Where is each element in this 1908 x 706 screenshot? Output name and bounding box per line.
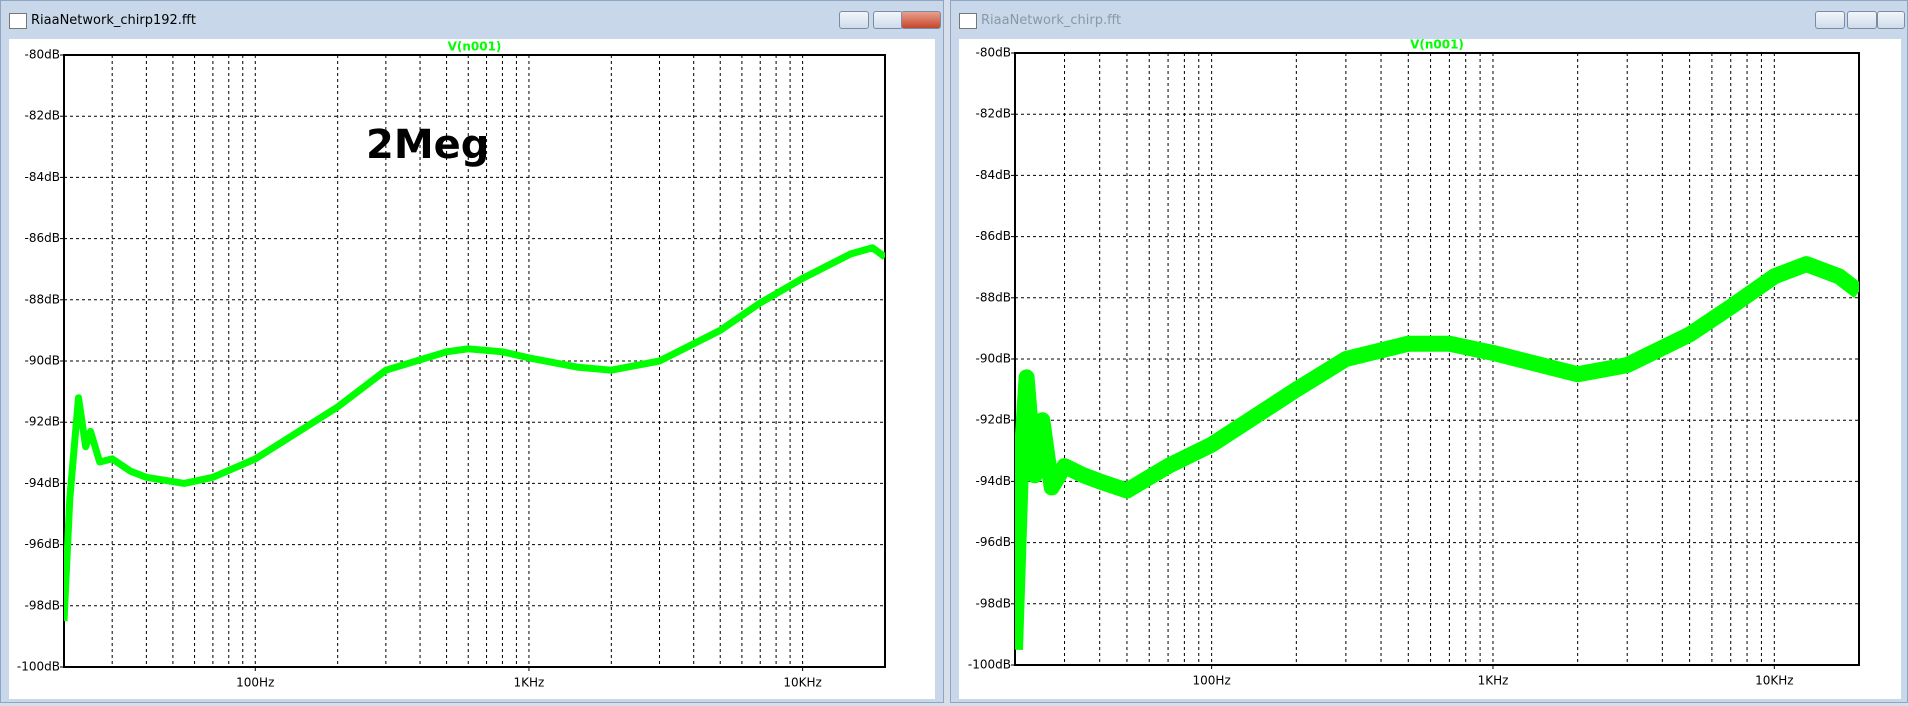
y-tick-label: -84dB [976, 168, 1011, 182]
window-icon [959, 13, 977, 29]
y-tick-label: -86dB [976, 229, 1011, 243]
window: RiaaNetwork_chirp.fft -80dB -82dB -84dB -86… [950, 0, 1908, 703]
y-tick-label: -98dB [25, 598, 60, 612]
x-tick-label: 100Hz [236, 676, 274, 690]
y-tick-label: -92dB [25, 415, 60, 429]
trace-label: V(n001) [1410, 39, 1464, 52]
close-button[interactable] [901, 11, 941, 29]
x-tick-label: 10KHz [1755, 674, 1793, 688]
close-button[interactable] [1877, 11, 1905, 29]
annotation: 2Meg [366, 122, 489, 168]
chart: -80dB -82dB -84dB -86dB -88dB -90dB -92dB -94dB… [9, 39, 935, 699]
x-tick-label: 100Hz [1193, 674, 1231, 688]
y-tick-label: -94dB [976, 474, 1011, 488]
y-tick-label: -100dB [968, 658, 1011, 672]
y-tick-label: -82dB [25, 109, 60, 123]
y-tick-label: -100dB [17, 660, 60, 674]
y-tick-label: -82dB [976, 107, 1011, 121]
plot-frame [1014, 52, 1860, 666]
chart: -80dB -82dB -84dB -86dB -88dB -90dB -92dB -94dB… [959, 39, 1901, 699]
y-tick-label: -88dB [25, 292, 60, 306]
y-tick-label: -92dB [976, 413, 1011, 427]
y-tick-label: -84dB [25, 170, 60, 184]
maximize-button[interactable] [873, 11, 903, 29]
x-tick-label: 1KHz [1478, 674, 1509, 688]
window-icon [9, 13, 27, 29]
maximize-button[interactable] [1847, 11, 1877, 29]
y-tick-label: -80dB [976, 46, 1011, 60]
y-tick-label: -90dB [25, 354, 60, 368]
window-title: RiaaNetwork_chirp192.fft [31, 13, 196, 28]
title-bar: RiaaNetwork_chirp.fft [951, 1, 1907, 39]
minimize-button[interactable] [839, 11, 869, 29]
minimize-button[interactable] [1815, 11, 1845, 29]
x-tick-label: 10KHz [783, 676, 821, 690]
trace-label: V(n001) [448, 40, 502, 54]
y-tick-label: -98dB [976, 596, 1011, 610]
title-bar: RiaaNetwork_chirp192.fft [1, 1, 943, 39]
y-tick-label: -90dB [976, 352, 1011, 366]
y-tick-label: -86dB [25, 231, 60, 245]
plot-frame [63, 54, 886, 668]
trace [64, 244, 885, 622]
x-tick-label: 1KHz [514, 676, 545, 690]
y-tick-label: -88dB [976, 290, 1011, 304]
trace [1015, 256, 1859, 650]
y-tick-label: -96dB [976, 535, 1011, 549]
y-tick-label: -80dB [25, 48, 60, 62]
y-tick-label: -96dB [25, 537, 60, 551]
window: RiaaNetwork_chirp192.fft -80dB -82dB -84dB… [0, 0, 944, 703]
window-title: RiaaNetwork_chirp.fft [981, 13, 1122, 28]
y-tick-label: -94dB [25, 476, 60, 490]
